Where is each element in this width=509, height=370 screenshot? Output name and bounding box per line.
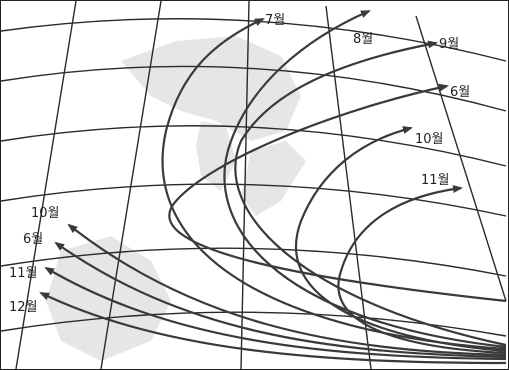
parallel-line [1, 125, 507, 167]
parallel-line [1, 311, 507, 337]
land-mass-north [121, 36, 301, 141]
track-december [39, 292, 507, 365]
track-june-east [168, 83, 507, 303]
parallel-line [1, 183, 507, 217]
meridian-line [240, 1, 250, 369]
meridian-line [415, 15, 507, 302]
track-labels: 7월 8월 9월 6월 10월 11월 10월 6월 11월 12월 [9, 13, 470, 315]
parallel-line [1, 65, 507, 112]
label-august: 8월 [353, 32, 373, 47]
track-november-east [337, 185, 507, 355]
meridian-line [100, 1, 162, 369]
meridian-line [325, 5, 372, 369]
label-november-west: 11월 [9, 266, 38, 281]
label-june-east: 6월 [450, 85, 470, 100]
track-june-west [54, 241, 507, 359]
track-october-west [67, 223, 507, 357]
land-mass-peninsula [196, 121, 236, 191]
track-september [234, 40, 507, 347]
track-august [223, 9, 507, 349]
track-october-east [294, 126, 507, 353]
label-june-west: 6월 [23, 232, 43, 247]
meridian-line [15, 1, 77, 369]
track-november-west [44, 266, 507, 361]
label-september: 9월 [439, 37, 459, 52]
typhoon-tracks [39, 9, 507, 365]
track-july [161, 18, 507, 351]
land-mass-islands [241, 141, 306, 216]
label-october-east: 10월 [415, 132, 444, 147]
label-july: 7월 [265, 13, 285, 28]
label-december: 12월 [9, 300, 38, 315]
label-november-east: 11월 [421, 173, 450, 188]
label-october-west: 10월 [31, 206, 60, 221]
